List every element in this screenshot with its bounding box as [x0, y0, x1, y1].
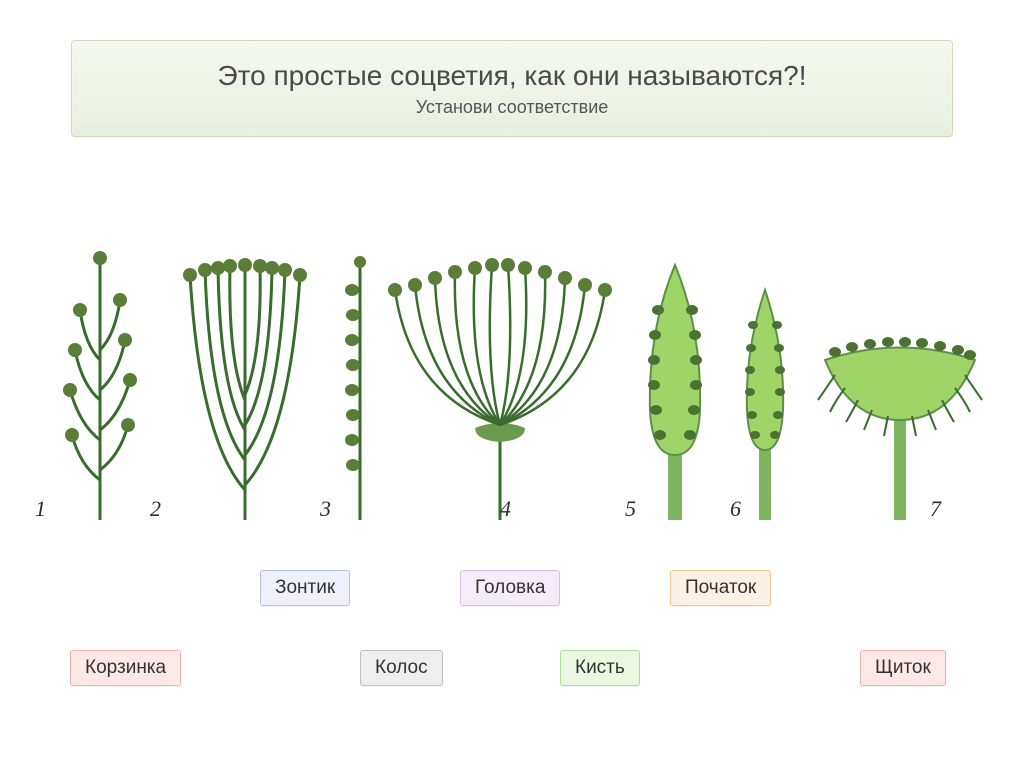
label-korzinka[interactable]: Корзинка	[70, 650, 181, 686]
plant-1	[50, 240, 150, 520]
plant-3-svg	[330, 240, 380, 520]
plant-number-2: 2	[150, 496, 161, 522]
plant-2-svg	[170, 240, 320, 520]
page-subtitle: Установи соответствие	[92, 97, 932, 118]
plant-number-6: 6	[730, 496, 741, 522]
plant-7-svg	[810, 300, 990, 520]
header-panel: Это простые соцветия, как они называются…	[71, 40, 953, 137]
plant-number-5: 5	[625, 496, 636, 522]
label-kolos[interactable]: Колос	[360, 650, 443, 686]
plant-7	[810, 300, 990, 520]
plant-5	[630, 240, 720, 520]
diagram-area: 1 2 3 4 5 6 7	[30, 200, 994, 520]
plant-number-3: 3	[320, 496, 331, 522]
plant-4-svg	[380, 240, 620, 520]
plant-1-svg	[50, 240, 150, 520]
plant-number-4: 4	[500, 496, 511, 522]
page-title: Это простые соцветия, как они называются…	[92, 59, 932, 93]
plant-3	[330, 240, 380, 520]
plant-6-svg	[730, 270, 800, 520]
plant-6	[730, 270, 800, 520]
plant-2	[170, 240, 320, 520]
plant-number-1: 1	[35, 496, 46, 522]
label-shchitok[interactable]: Щиток	[860, 650, 946, 686]
label-kist[interactable]: Кисть	[560, 650, 640, 686]
label-zontik[interactable]: Зонтик	[260, 570, 350, 606]
label-golovka[interactable]: Головка	[460, 570, 560, 606]
plant-5-svg	[630, 240, 720, 520]
plant-4	[380, 240, 620, 520]
plant-number-7: 7	[930, 496, 941, 522]
label-pochatok[interactable]: Початок	[670, 570, 771, 606]
